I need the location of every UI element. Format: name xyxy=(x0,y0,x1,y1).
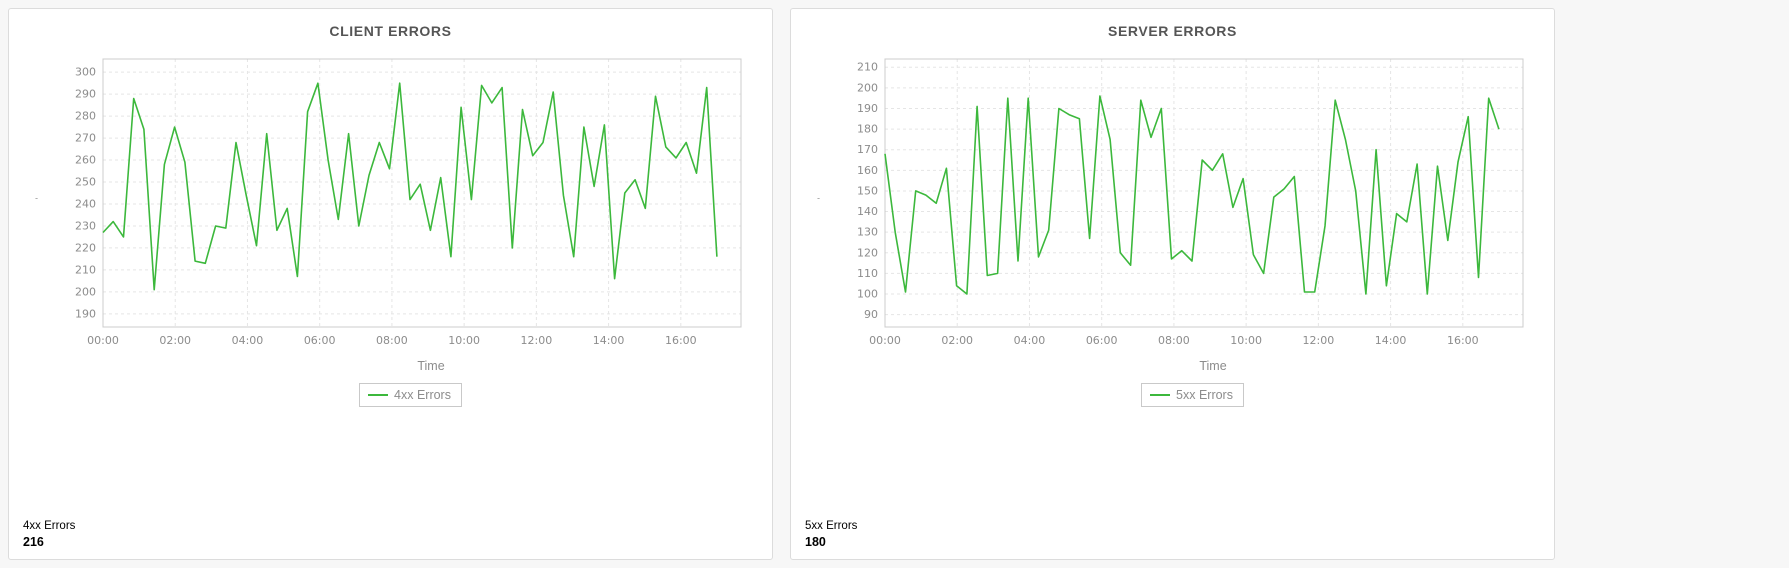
y-axis-title: ' xyxy=(816,197,828,200)
stat-value: 216 xyxy=(23,535,44,549)
svg-text:08:00: 08:00 xyxy=(376,334,408,347)
svg-text:16:00: 16:00 xyxy=(1447,334,1479,347)
svg-text:260: 260 xyxy=(75,154,96,167)
svg-text:00:00: 00:00 xyxy=(87,334,119,347)
x-axis-title: Time xyxy=(417,359,445,373)
svg-text:200: 200 xyxy=(75,285,96,298)
legend-5xx-errors[interactable]: 5xx Errors xyxy=(1141,383,1244,407)
svg-text:14:00: 14:00 xyxy=(593,334,625,347)
svg-text:130: 130 xyxy=(857,226,878,239)
legend-row: 4xx Errors xyxy=(9,383,772,407)
svg-text:100: 100 xyxy=(857,288,878,301)
svg-text:08:00: 08:00 xyxy=(1158,334,1190,347)
svg-text:14:00: 14:00 xyxy=(1375,334,1407,347)
svg-text:12:00: 12:00 xyxy=(1303,334,1335,347)
svg-text:270: 270 xyxy=(75,132,96,145)
svg-text:150: 150 xyxy=(857,184,878,197)
legend-row: 5xx Errors xyxy=(791,383,1554,407)
svg-text:190: 190 xyxy=(75,307,96,320)
chart-area: ' 190 200 210 220 230 240 250 260 270 280 290 300 00… xyxy=(34,45,761,357)
svg-text:290: 290 xyxy=(75,88,96,101)
svg-text:300: 300 xyxy=(75,66,96,79)
chart-title: SERVER ERRORS xyxy=(1108,23,1237,39)
svg-text:170: 170 xyxy=(857,143,878,156)
svg-text:12:00: 12:00 xyxy=(521,334,553,347)
y-axis-title: ' xyxy=(34,197,46,200)
client-errors-panel: CLIENT ERRORS ' 190 200 210 220 230 240 250 260… xyxy=(8,8,773,560)
legend-label: 4xx Errors xyxy=(394,388,451,402)
svg-text:04:00: 04:00 xyxy=(1014,334,1046,347)
stat-block: 4xx Errors 216 xyxy=(23,520,75,549)
svg-text:10:00: 10:00 xyxy=(1230,334,1262,347)
x-axis-title: Time xyxy=(1199,359,1227,373)
svg-text:120: 120 xyxy=(857,246,878,259)
stat-label: 4xx Errors xyxy=(23,520,76,532)
svg-text:04:00: 04:00 xyxy=(232,334,264,347)
svg-text:250: 250 xyxy=(75,176,96,189)
chart-title: CLIENT ERRORS xyxy=(329,23,452,39)
svg-text:06:00: 06:00 xyxy=(304,334,336,347)
svg-text:220: 220 xyxy=(75,241,96,254)
stat-label: 5xx Errors xyxy=(805,520,858,532)
svg-text:16:00: 16:00 xyxy=(665,334,697,347)
legend-label: 5xx Errors xyxy=(1176,388,1233,402)
svg-text:02:00: 02:00 xyxy=(941,334,973,347)
svg-text:210: 210 xyxy=(857,61,878,74)
legend-line-icon xyxy=(368,394,389,396)
legend-4xx-errors[interactable]: 4xx Errors xyxy=(359,383,462,407)
svg-text:110: 110 xyxy=(857,267,878,280)
server-errors-line-chart[interactable]: 90 100 110 120 130 140 150 160 170 180 190 200 210 00… xyxy=(843,45,1543,357)
svg-text:200: 200 xyxy=(857,81,878,94)
svg-text:180: 180 xyxy=(857,123,878,136)
client-errors-line-chart[interactable]: 190 200 210 220 230 240 250 260 270 280 290 300 00:0… xyxy=(61,45,761,357)
svg-text:280: 280 xyxy=(75,110,96,123)
svg-text:00:00: 00:00 xyxy=(869,334,901,347)
svg-text:160: 160 xyxy=(857,164,878,177)
svg-text:210: 210 xyxy=(75,263,96,276)
svg-text:10:00: 10:00 xyxy=(448,334,480,347)
svg-text:90: 90 xyxy=(864,308,878,321)
svg-text:140: 140 xyxy=(857,205,878,218)
svg-text:240: 240 xyxy=(75,197,96,210)
server-errors-panel: SERVER ERRORS ' 90 100 110 120 130 140 150 160 1… xyxy=(790,8,1555,560)
svg-text:02:00: 02:00 xyxy=(159,334,191,347)
stat-value: 180 xyxy=(805,535,826,549)
svg-text:06:00: 06:00 xyxy=(1086,334,1118,347)
legend-line-icon xyxy=(1150,394,1171,396)
svg-text:230: 230 xyxy=(75,219,96,232)
chart-area: ' 90 100 110 120 130 140 150 160 170 180 190 200 210… xyxy=(816,45,1543,357)
stat-block: 5xx Errors 180 xyxy=(805,520,857,549)
svg-text:190: 190 xyxy=(857,102,878,115)
